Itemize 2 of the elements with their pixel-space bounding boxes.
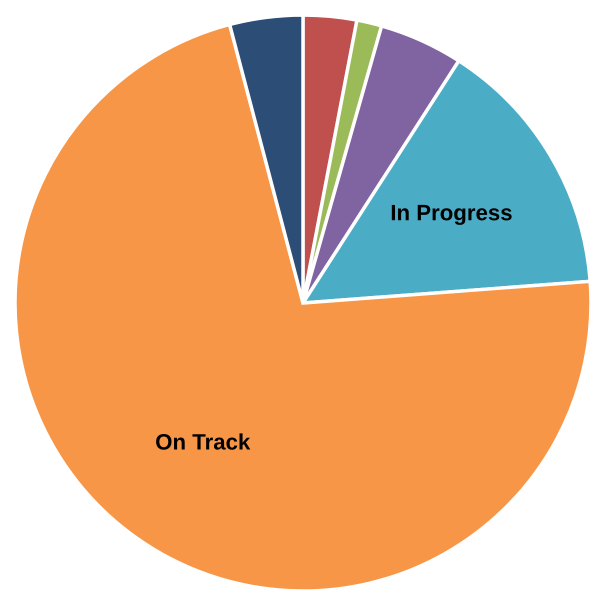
slice-label: In Progress [392,204,512,225]
slice-label: On Track [156,433,250,450]
